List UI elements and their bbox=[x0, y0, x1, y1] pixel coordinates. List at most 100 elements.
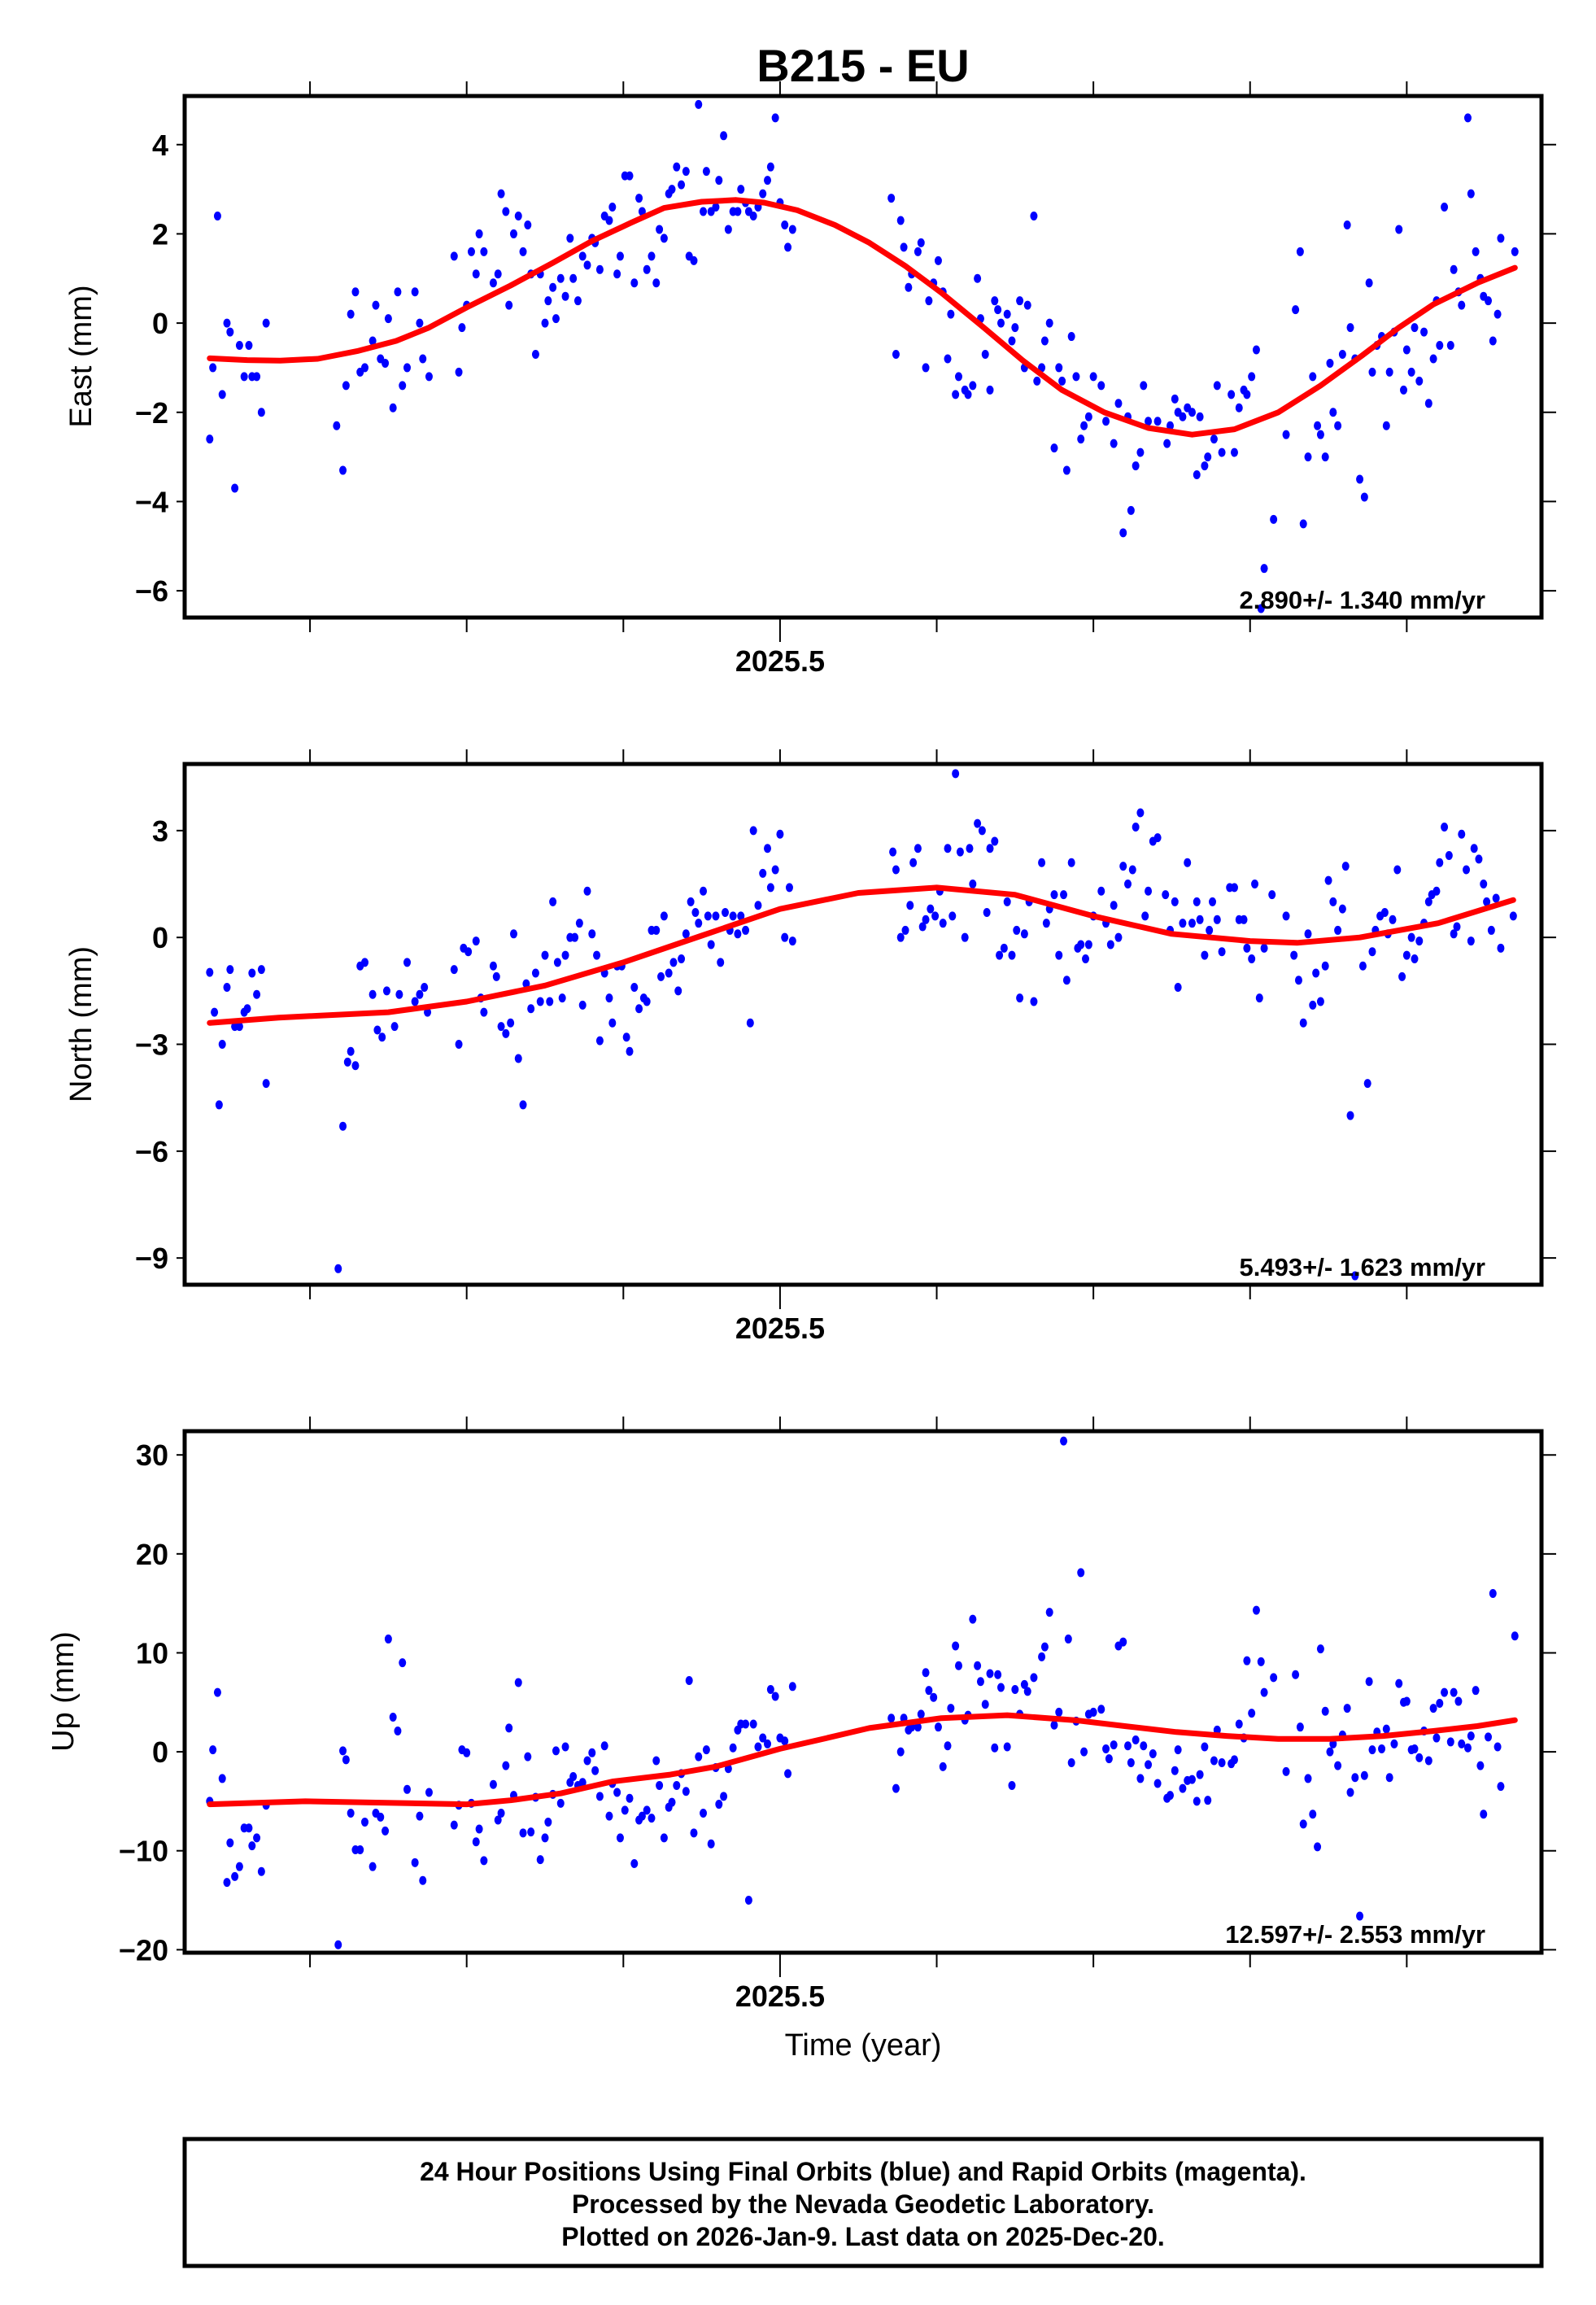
east-data-point bbox=[583, 260, 591, 270]
up-y-tick-label: 30 bbox=[136, 1438, 168, 1472]
up-data-point bbox=[660, 1833, 668, 1843]
east-data-point bbox=[1282, 430, 1290, 439]
north-data-point bbox=[1441, 822, 1449, 832]
east-data-point bbox=[368, 336, 377, 346]
east-data-point bbox=[1415, 376, 1424, 386]
north-data-point bbox=[1334, 925, 1342, 935]
north-data-point bbox=[901, 925, 909, 935]
up-data-point bbox=[223, 1878, 231, 1888]
north-data-point bbox=[549, 897, 557, 906]
east-data-point bbox=[656, 225, 664, 234]
east-data-point bbox=[1334, 421, 1342, 430]
up-data-point bbox=[1038, 1652, 1046, 1661]
north-data-point bbox=[1132, 822, 1140, 832]
east-data-point bbox=[1400, 385, 1408, 395]
east-data-point bbox=[235, 341, 243, 351]
east-data-point bbox=[497, 189, 505, 199]
north-data-point bbox=[1016, 993, 1024, 1003]
east-data-point bbox=[1201, 461, 1209, 471]
east-data-point bbox=[1316, 430, 1324, 439]
east-y-tick-label: 4 bbox=[152, 129, 168, 162]
up-data-point bbox=[339, 1746, 347, 1756]
up-data-point bbox=[616, 1833, 624, 1843]
north-data-point bbox=[1179, 919, 1187, 928]
up-data-point bbox=[922, 1668, 930, 1678]
north-data-point bbox=[1458, 829, 1466, 839]
east-data-point bbox=[668, 185, 676, 194]
east-data-point bbox=[766, 162, 774, 172]
east-data-point bbox=[991, 296, 999, 306]
east-data-point bbox=[734, 207, 742, 216]
north-data-point bbox=[1312, 968, 1320, 978]
up-data-point bbox=[489, 1779, 497, 1789]
east-data-point bbox=[455, 367, 463, 377]
up-data-point bbox=[235, 1862, 243, 1871]
up-data-point bbox=[1008, 1780, 1016, 1790]
east-data-point bbox=[1292, 305, 1300, 315]
north-data-point bbox=[966, 844, 974, 853]
north-data-point bbox=[561, 950, 569, 960]
east-data-point bbox=[458, 323, 466, 333]
up-data-point bbox=[1415, 1753, 1424, 1762]
north-data-point bbox=[1509, 911, 1517, 921]
up-data-point bbox=[1296, 1722, 1304, 1732]
east-data-point bbox=[1365, 278, 1373, 288]
east-data-point bbox=[1003, 309, 1011, 319]
north-data-point bbox=[1411, 954, 1419, 963]
north-y-tick-label: 3 bbox=[152, 814, 168, 848]
north-data-point bbox=[1218, 947, 1226, 957]
north-data-point bbox=[605, 993, 613, 1003]
up-data-point bbox=[1060, 1436, 1068, 1446]
north-data-point bbox=[729, 911, 737, 921]
north-data-point bbox=[1251, 880, 1259, 889]
east-data-point bbox=[502, 207, 510, 216]
north-data-point bbox=[1268, 890, 1276, 900]
up-data-point bbox=[1454, 1696, 1463, 1706]
up-data-point bbox=[702, 1745, 710, 1755]
east-data-point bbox=[700, 207, 708, 216]
east-data-point bbox=[1196, 412, 1204, 421]
up-data-point bbox=[356, 1845, 364, 1855]
east-data-point bbox=[1321, 452, 1329, 462]
north-data-point bbox=[660, 911, 668, 921]
up-data-point bbox=[1193, 1796, 1201, 1806]
up-data-point bbox=[1282, 1766, 1290, 1776]
north-data-point bbox=[1162, 890, 1170, 900]
east-data-point bbox=[1252, 345, 1260, 355]
east-data-point bbox=[399, 381, 407, 391]
north-data-point bbox=[1341, 862, 1350, 871]
up-data-point bbox=[781, 1736, 789, 1746]
north-data-point bbox=[464, 947, 473, 957]
north-data-point bbox=[1450, 929, 1458, 939]
east-data-point bbox=[715, 176, 723, 186]
north-data-point bbox=[1321, 961, 1329, 971]
up-x-tick-label: 2025.5 bbox=[735, 1980, 825, 2013]
north-data-point bbox=[906, 901, 914, 910]
up-data-point bbox=[425, 1788, 433, 1797]
north-data-point bbox=[788, 936, 796, 946]
east-data-point bbox=[1309, 372, 1317, 382]
up-data-point bbox=[1230, 1755, 1238, 1765]
east-data-point bbox=[660, 234, 668, 243]
east-data-point bbox=[566, 234, 574, 243]
up-data-point bbox=[384, 1634, 392, 1644]
north-data-point bbox=[722, 908, 730, 918]
north-data-point bbox=[541, 950, 549, 960]
east-data-point bbox=[1163, 439, 1171, 448]
up-data-point bbox=[605, 1811, 613, 1821]
east-data-point bbox=[231, 483, 239, 493]
up-data-point bbox=[519, 1828, 527, 1838]
north-data-point bbox=[593, 950, 601, 960]
east-data-point bbox=[1188, 408, 1196, 417]
up-data-point bbox=[648, 1814, 656, 1823]
up-data-point bbox=[1257, 1657, 1265, 1666]
up-data-point bbox=[231, 1871, 239, 1881]
up-data-point bbox=[1011, 1684, 1019, 1694]
north-data-point bbox=[742, 925, 750, 935]
up-data-point bbox=[1429, 1704, 1437, 1713]
north-data-point bbox=[1393, 865, 1402, 875]
up-data-point bbox=[1140, 1741, 1148, 1751]
up-plot-frame bbox=[182, 1429, 1544, 1955]
north-rate-text: 5.493+/- 1.623 mm/yr bbox=[1240, 1253, 1485, 1281]
east-data-point bbox=[514, 212, 522, 221]
